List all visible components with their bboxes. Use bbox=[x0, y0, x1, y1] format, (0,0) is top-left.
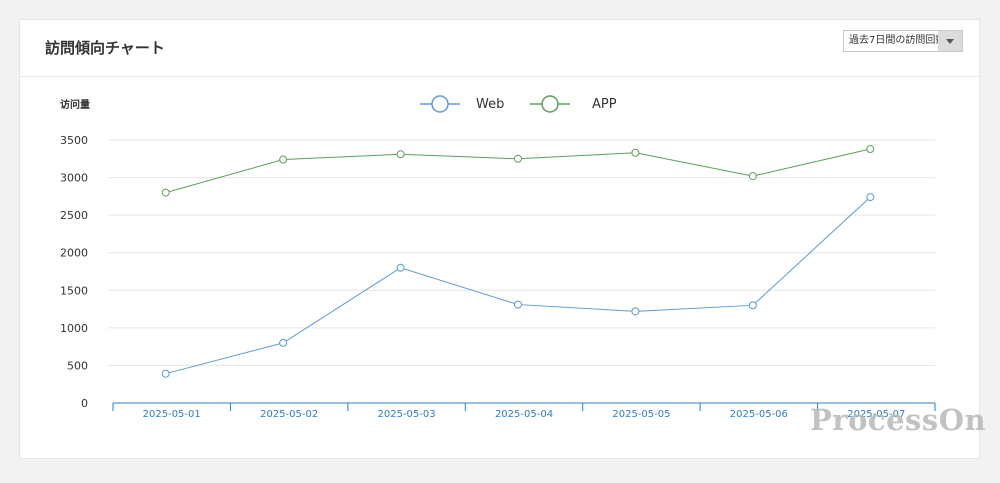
point-web-2 bbox=[396, 263, 405, 272]
card-header: 訪問傾向チャート 過去7日間の訪問回数 bbox=[20, 20, 979, 77]
y-tick-label-2000: 2000 bbox=[60, 247, 88, 260]
point-app-6 bbox=[866, 145, 875, 154]
chart-card: 訪問傾向チャート 過去7日間の訪問回数 bbox=[19, 19, 980, 459]
x-tick-label-2025-05-07: 2025-05-07 bbox=[847, 409, 905, 420]
y-tick-label-500: 500 bbox=[67, 359, 88, 372]
y-tick-label-2500: 2500 bbox=[60, 209, 88, 222]
legend-marker-web bbox=[431, 95, 449, 113]
point-app-2 bbox=[396, 150, 405, 159]
point-web-6 bbox=[866, 193, 875, 202]
point-app-4 bbox=[631, 148, 640, 157]
x-tick-label-2025-05-05: 2025-05-05 bbox=[612, 409, 670, 420]
y-tick-label-0: 0 bbox=[81, 397, 88, 410]
legend-label-app: APP bbox=[592, 97, 617, 112]
legend-marker-app bbox=[541, 95, 559, 113]
x-tick-label-2025-05-03: 2025-05-03 bbox=[378, 409, 436, 420]
y-tick-label-1000: 1000 bbox=[60, 322, 88, 335]
point-web-5 bbox=[748, 301, 757, 310]
point-app-0 bbox=[161, 188, 170, 197]
processon-watermark: ProcessOn bbox=[810, 403, 987, 437]
x-tick-label-2025-05-02: 2025-05-02 bbox=[260, 409, 318, 420]
point-web-3 bbox=[514, 300, 522, 309]
point-app-5 bbox=[748, 172, 757, 181]
point-app-1 bbox=[279, 155, 288, 164]
range-select[interactable]: 過去7日間の訪問回数 bbox=[843, 30, 963, 52]
series-line-web bbox=[165, 196, 871, 375]
x-tick-label-2025-05-04: 2025-05-04 bbox=[495, 409, 553, 420]
legend-label-web: Web bbox=[476, 97, 504, 112]
point-web-4 bbox=[631, 307, 640, 316]
y-tick-label-3000: 3000 bbox=[60, 172, 88, 185]
range-select-value: 過去7日間の訪問回数 bbox=[849, 35, 938, 46]
point-web-1 bbox=[279, 338, 288, 347]
point-app-3 bbox=[514, 154, 522, 163]
x-tick-label-2025-05-01: 2025-05-01 bbox=[143, 409, 201, 420]
y-axis-label: 访问量 bbox=[60, 98, 90, 111]
x-tick-label-2025-05-06: 2025-05-06 bbox=[730, 409, 788, 420]
y-tick-label-1500: 1500 bbox=[60, 284, 88, 297]
chevron-down-icon[interactable] bbox=[938, 31, 962, 51]
point-web-0 bbox=[161, 369, 170, 378]
y-tick-label-3500: 3500 bbox=[60, 134, 88, 147]
card-title: 訪問傾向チャート bbox=[45, 39, 165, 57]
